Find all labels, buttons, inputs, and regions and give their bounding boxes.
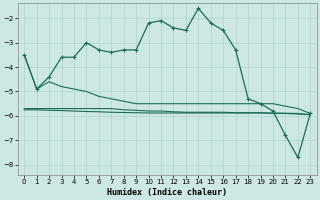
X-axis label: Humidex (Indice chaleur): Humidex (Indice chaleur): [107, 188, 227, 197]
